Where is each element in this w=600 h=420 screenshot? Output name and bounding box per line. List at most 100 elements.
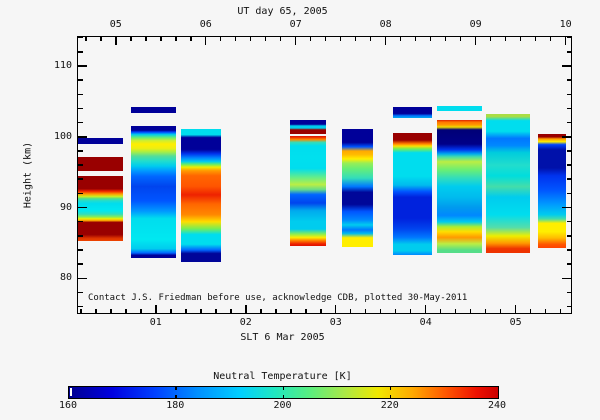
- axis-tick: [78, 65, 87, 67]
- axis-tick: [349, 309, 352, 313]
- left-tick-label: 110: [53, 60, 72, 71]
- colorbar-left-notch: [70, 388, 72, 396]
- colorbar-tick: [175, 395, 177, 398]
- axis-tick: [78, 305, 83, 308]
- axis-tick: [566, 235, 571, 237]
- axis-tick: [414, 37, 417, 41]
- axis-tick: [78, 263, 83, 265]
- heatmap-column-7: [437, 105, 482, 111]
- axis-tick: [489, 37, 492, 41]
- axis-tick: [185, 309, 187, 313]
- axis-tick: [559, 309, 562, 313]
- axis-tick: [499, 309, 502, 313]
- axis-tick: [566, 220, 571, 223]
- left-tick-label: 80: [59, 272, 72, 284]
- axis-tick: [324, 37, 327, 41]
- axis-tick: [260, 309, 262, 313]
- heatmap-column-2: [131, 107, 177, 113]
- heatmap-column-8: [486, 113, 531, 253]
- top-tick-label: 09: [469, 19, 482, 30]
- axis-tick: [424, 305, 427, 313]
- top-tick-label: 08: [379, 19, 392, 30]
- axis-tick: [145, 37, 147, 41]
- colorbar-tick-label: 160: [58, 400, 78, 411]
- axis-tick: [78, 249, 83, 251]
- left-tick-label: 90: [59, 201, 72, 213]
- axis-tick: [275, 309, 277, 313]
- axis-tick: [474, 37, 477, 45]
- axis-tick: [125, 309, 127, 313]
- colorbar-tick-label: 200: [273, 400, 292, 411]
- axis-tick: [444, 37, 447, 41]
- axis-tick: [78, 192, 83, 195]
- axis-tick: [95, 309, 97, 313]
- axis-tick: [170, 309, 172, 313]
- colorbar-tick-label: 220: [380, 400, 399, 411]
- bottom-tick-label: 01: [149, 317, 162, 328]
- axis-tick: [566, 121, 571, 124]
- axis-tick: [566, 291, 571, 294]
- axis-tick: [78, 220, 83, 223]
- axis-tick: [78, 235, 83, 237]
- axis-tick: [234, 37, 237, 41]
- axis-tick: [294, 37, 297, 45]
- axis-tick: [230, 309, 232, 313]
- heatmap-column-4: [290, 119, 327, 134]
- colorbar-tick: [389, 395, 392, 398]
- axis-tick: [100, 37, 102, 41]
- axis-tick: [200, 309, 202, 313]
- axis-tick: [140, 309, 142, 313]
- axis-tick: [334, 305, 337, 313]
- axis-tick: [566, 192, 571, 195]
- heatmap-column-6: [392, 132, 432, 255]
- axis-tick: [562, 206, 571, 209]
- axis-tick: [155, 305, 157, 313]
- colorbar-tick-label: 180: [166, 400, 185, 411]
- axis-tick: [78, 178, 83, 180]
- colorbar-tick: [389, 387, 392, 390]
- axis-tick: [320, 309, 322, 313]
- colorbar-tick-label: 240: [487, 400, 507, 411]
- bottom-tick-label: 04: [419, 317, 432, 328]
- axis-tick: [566, 51, 571, 53]
- axis-tick: [566, 93, 571, 96]
- axis-tick: [354, 37, 357, 41]
- axis-tick: [190, 37, 192, 41]
- axis-tick: [110, 309, 112, 313]
- axis-tick: [484, 309, 487, 313]
- axis-tick: [245, 305, 247, 313]
- axis-tick: [264, 37, 267, 41]
- axis-tick: [80, 309, 82, 313]
- top-axis-title: UT day 65, 2005: [237, 6, 328, 17]
- axis-tick: [469, 309, 472, 313]
- heatmap-column-3: [180, 129, 222, 262]
- axis-tick: [379, 309, 382, 313]
- bottom-axis-title: SLT 6 Mar 2005: [240, 332, 325, 343]
- left-tick-label: 100: [53, 130, 72, 142]
- axis-tick: [566, 36, 571, 39]
- top-tick-label: 05: [109, 19, 122, 30]
- bottom-tick-label: 05: [509, 317, 522, 328]
- axis-tick: [562, 65, 571, 67]
- bottom-tick-label: 03: [329, 317, 342, 328]
- axis-tick: [566, 178, 571, 180]
- axis-tick: [409, 309, 412, 313]
- axis-tick: [249, 37, 252, 41]
- y-axis-title: Height (km): [22, 141, 34, 209]
- axis-tick: [439, 309, 442, 313]
- colorbar-tick: [282, 395, 284, 398]
- axis-tick: [290, 309, 292, 313]
- axis-tick: [339, 37, 342, 41]
- axis-tick: [519, 37, 522, 41]
- top-tick-label: 07: [289, 19, 302, 30]
- axis-tick: [504, 37, 507, 41]
- axis-tick: [85, 37, 87, 41]
- axis-tick: [130, 37, 132, 41]
- axis-tick: [514, 305, 517, 313]
- axis-tick: [78, 107, 83, 110]
- heatmap-column-1: [78, 137, 123, 144]
- heatmap-column-6: [392, 107, 432, 118]
- axis-tick: [78, 79, 83, 81]
- axis-tick: [564, 37, 567, 45]
